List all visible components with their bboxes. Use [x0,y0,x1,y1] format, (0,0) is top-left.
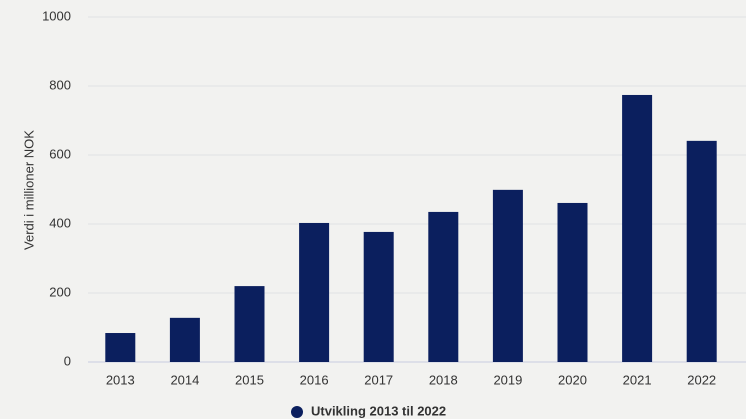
x-tick-label: 2018 [429,372,458,387]
bar [299,222,330,362]
y-tick-label: 600 [49,146,71,161]
x-tick-label: 2016 [300,372,329,387]
y-tick-label: 0 [64,353,71,368]
bar [686,140,717,362]
legend-marker [291,406,303,418]
bar [105,333,136,362]
bar [234,286,265,362]
bar [557,202,588,362]
x-tick-label: 2014 [170,372,199,387]
y-tick-label: 200 [49,284,71,299]
bar [363,231,394,362]
bar [169,317,200,362]
x-tick-label: 2017 [364,372,393,387]
legend-label: Utvikling 2013 til 2022 [311,403,446,418]
y-axis-label: Verdi i millioner NOK [21,130,36,250]
x-tick-label: 2021 [623,372,652,387]
x-tick-label: 2015 [235,372,264,387]
bar [428,211,459,362]
y-tick-label: 400 [49,215,71,230]
x-tick-label: 2013 [106,372,135,387]
y-tick-label: 800 [49,77,71,92]
x-tick-label: 2020 [558,372,587,387]
x-tick-label: 2019 [493,372,522,387]
x-tick-label: 2022 [687,372,716,387]
y-tick-label: 1000 [42,8,71,23]
bar [622,94,653,362]
bar [492,189,523,362]
